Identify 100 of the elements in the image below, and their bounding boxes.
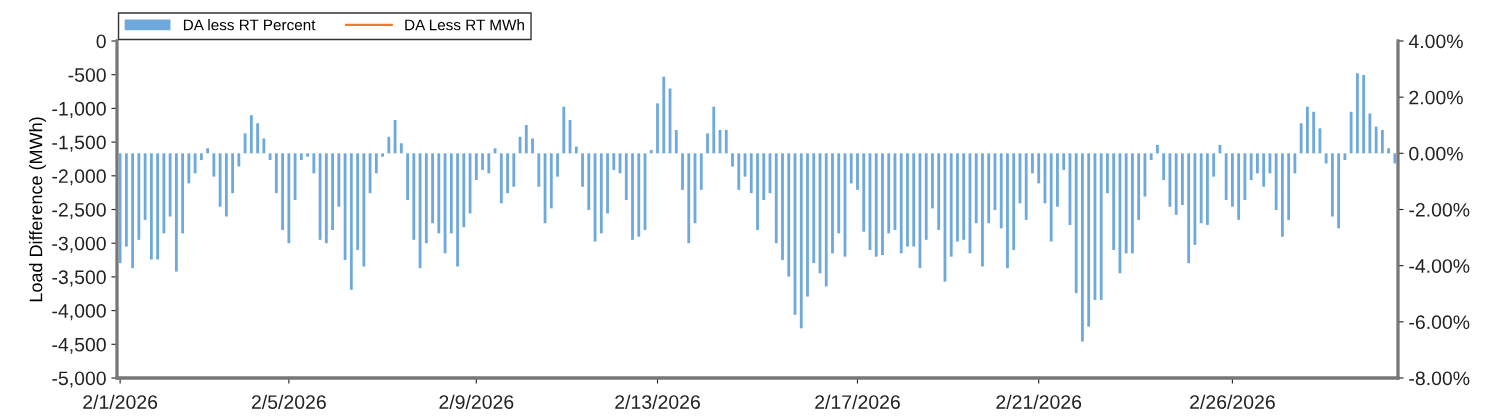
bar xyxy=(774,153,778,244)
bar xyxy=(224,153,228,217)
bar xyxy=(156,153,160,260)
bar xyxy=(199,153,203,161)
bar xyxy=(118,153,122,264)
bar xyxy=(474,153,478,181)
bar xyxy=(187,153,191,184)
bar xyxy=(381,153,384,157)
bar xyxy=(606,153,609,214)
bar xyxy=(1031,153,1034,174)
bar xyxy=(849,153,853,184)
bar xyxy=(1343,153,1347,161)
bar xyxy=(687,153,691,244)
bar xyxy=(549,153,553,209)
bar xyxy=(762,153,766,200)
y-tick-label: -2,500 xyxy=(52,202,106,220)
bar xyxy=(1212,153,1216,177)
bar xyxy=(456,153,459,267)
bar xyxy=(1106,153,1109,194)
bar xyxy=(1274,153,1278,211)
bar xyxy=(512,153,516,187)
legend-label: DA less RT Percent xyxy=(183,19,316,31)
bar xyxy=(387,136,391,154)
y2-tick-label: 2.00% xyxy=(1409,90,1463,105)
bar xyxy=(906,153,909,247)
bar xyxy=(612,153,616,170)
y-tick-label: -1,500 xyxy=(52,135,106,152)
bar xyxy=(312,153,316,174)
bar xyxy=(831,153,834,254)
bar xyxy=(299,153,303,161)
bar xyxy=(1268,153,1272,174)
bar xyxy=(237,153,241,167)
bar xyxy=(193,153,197,174)
bar xyxy=(374,153,378,174)
y-tick-label: -3,500 xyxy=(52,270,106,287)
bar xyxy=(1181,153,1184,206)
bar xyxy=(1037,153,1041,184)
x-tick-label: 2/1/2026 xyxy=(83,394,158,409)
bar xyxy=(1156,144,1159,154)
bar xyxy=(281,153,284,230)
bar xyxy=(1287,153,1291,220)
bar xyxy=(481,153,484,170)
bar xyxy=(1187,153,1191,264)
bar xyxy=(974,153,978,224)
bar xyxy=(874,153,878,257)
bar xyxy=(1081,153,1084,342)
bar xyxy=(837,153,841,234)
bar xyxy=(1087,153,1091,327)
y2-tick-label: -8.00% xyxy=(1409,371,1470,386)
bar xyxy=(1380,130,1384,154)
bar xyxy=(749,153,753,194)
bar xyxy=(949,153,953,257)
y-tick-label: -500 xyxy=(68,68,106,82)
bar xyxy=(349,153,353,290)
bar xyxy=(562,106,566,154)
x-tick-label: 2/17/2026 xyxy=(815,394,900,409)
bar xyxy=(268,153,272,161)
bar xyxy=(181,153,185,234)
bar xyxy=(1024,153,1028,220)
bar xyxy=(1112,153,1116,250)
bar xyxy=(168,153,172,217)
bar xyxy=(1299,123,1303,154)
bar xyxy=(487,153,491,174)
y-tick-label: -1,000 xyxy=(52,101,106,118)
bar xyxy=(1330,153,1334,217)
bar xyxy=(737,153,741,190)
bar xyxy=(1305,106,1309,154)
bar xyxy=(1131,153,1134,254)
bar xyxy=(1355,73,1359,154)
bar xyxy=(1312,111,1316,154)
bar xyxy=(899,153,903,254)
bar xyxy=(1293,153,1297,174)
y2-tick-label: -2.00% xyxy=(1409,202,1470,217)
bar xyxy=(824,153,828,287)
bar xyxy=(856,153,859,190)
bar xyxy=(962,153,966,240)
bar xyxy=(1137,153,1141,220)
bar xyxy=(431,153,434,224)
bar xyxy=(531,138,534,154)
bar xyxy=(437,153,441,234)
bar xyxy=(249,115,253,154)
bar xyxy=(1256,153,1259,174)
bar xyxy=(206,148,210,154)
bar xyxy=(624,153,628,200)
bar xyxy=(1162,153,1166,181)
bar xyxy=(756,153,759,230)
bar xyxy=(243,133,247,154)
bar xyxy=(1174,153,1178,215)
bar xyxy=(1149,153,1153,161)
y2-tick-label: 0.00% xyxy=(1409,146,1463,161)
bar xyxy=(162,153,166,234)
bar xyxy=(706,133,709,154)
bar xyxy=(681,153,684,190)
bar xyxy=(599,153,603,234)
y2-tick-label: -6.00% xyxy=(1409,315,1470,330)
bar xyxy=(662,76,666,154)
y-tick-label: -5,000 xyxy=(52,371,106,388)
bar xyxy=(781,153,784,261)
bar xyxy=(931,153,934,209)
y-tick-label: -2,000 xyxy=(52,169,106,186)
